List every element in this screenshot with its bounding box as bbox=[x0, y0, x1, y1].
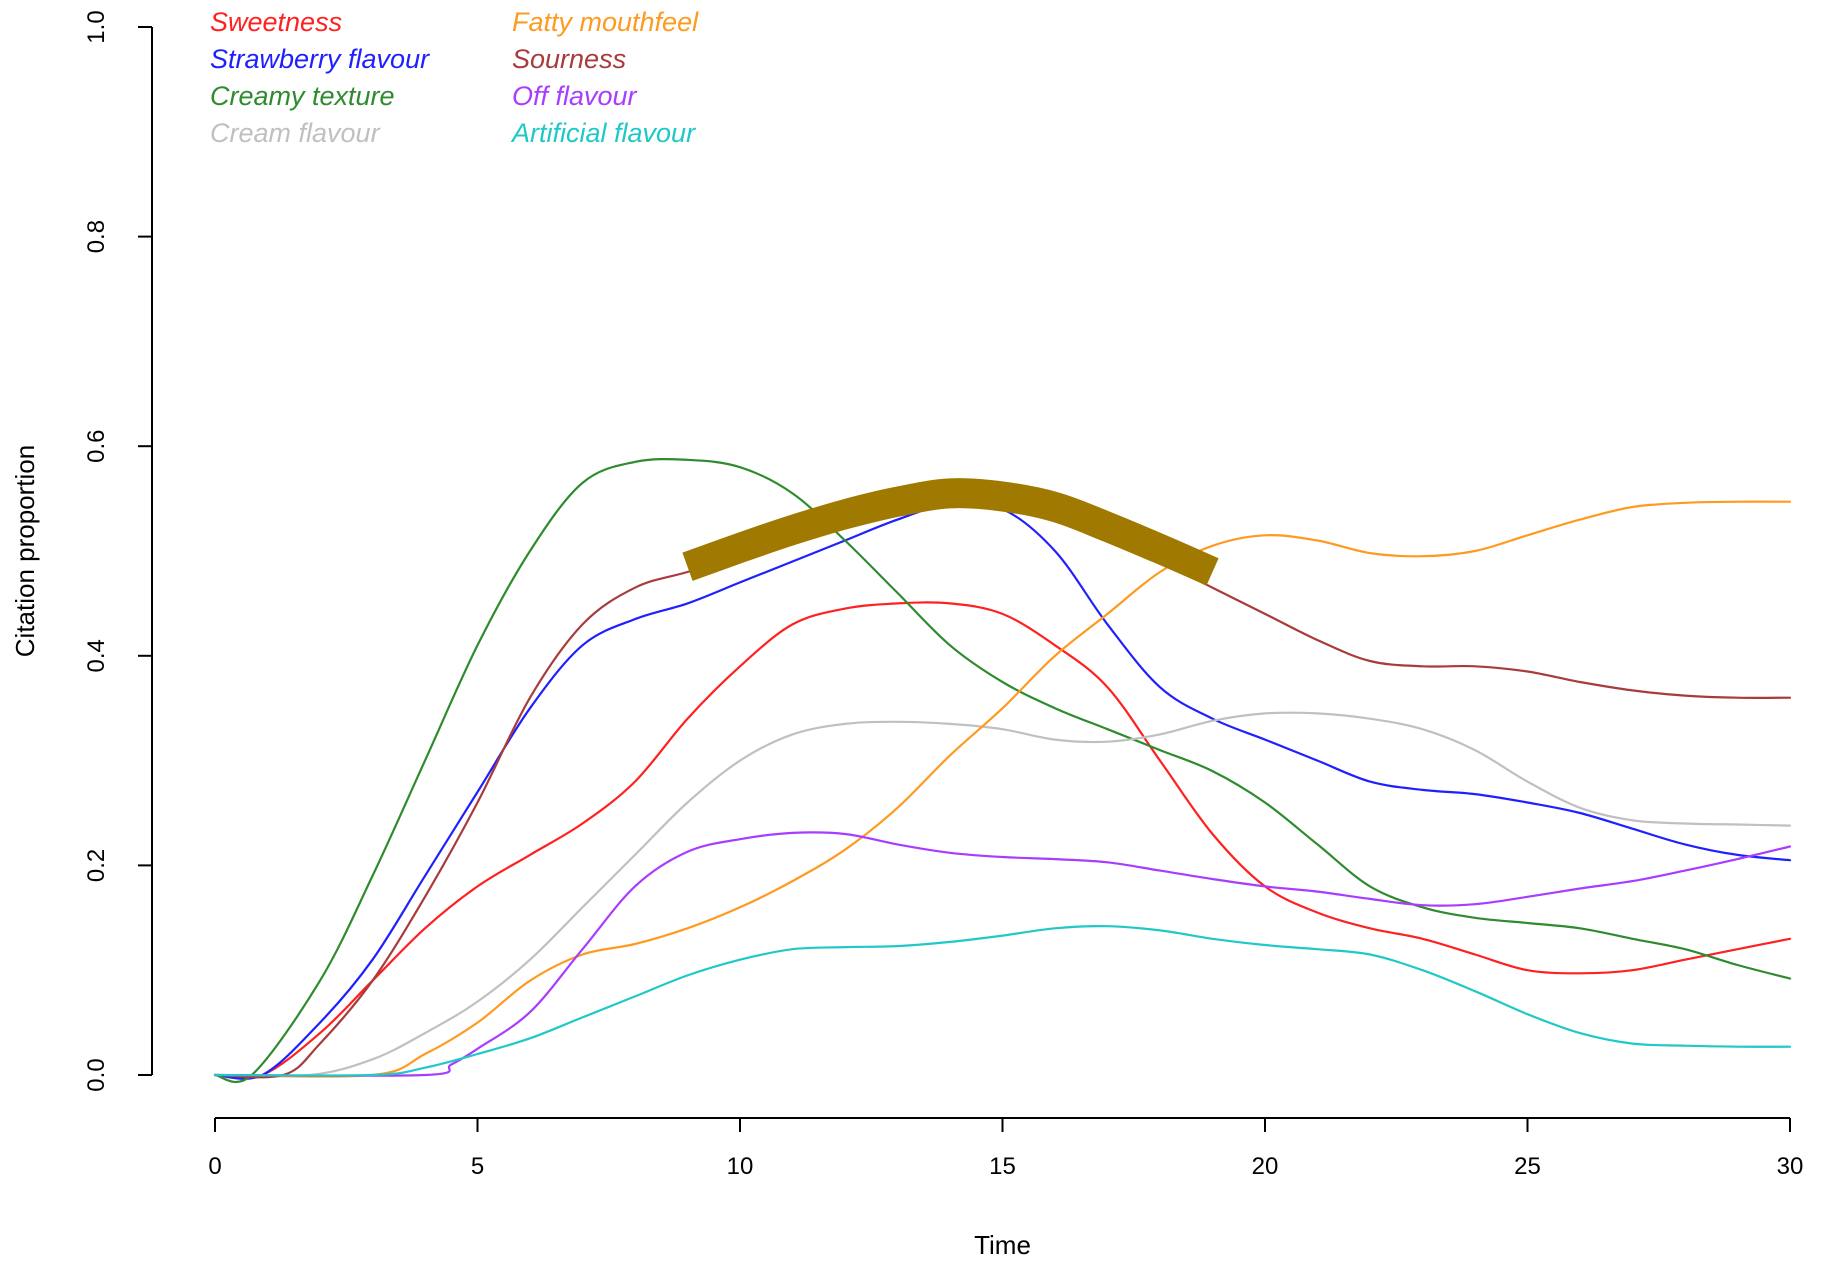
highlight-layer bbox=[682, 478, 1219, 586]
y-tick-label: 1.0 bbox=[83, 10, 110, 43]
x-axis-title: Time bbox=[974, 1230, 1031, 1260]
series-line-sweetness bbox=[213, 601, 1792, 1080]
legend: Sweetness Strawberry flavour Creamy textur… bbox=[210, 7, 699, 148]
legend-entry: Sourness bbox=[512, 44, 626, 74]
legend-entry: Cream flavour bbox=[210, 118, 381, 148]
x-tick-label: 20 bbox=[1252, 1153, 1279, 1180]
series-line-artificial-flavour bbox=[213, 925, 1792, 1077]
legend-entry: Off flavour bbox=[512, 81, 638, 111]
y-tick-label: 0.0 bbox=[83, 1058, 110, 1091]
x-tick-label: 25 bbox=[1514, 1153, 1541, 1180]
x-axis-ticks: 0 5 10 15 20 25 30 bbox=[208, 1118, 1803, 1180]
y-axis: 0.0 0.2 0.4 0.6 0.8 1.0 Citation proportion bbox=[10, 10, 153, 1092]
x-tick-label: 15 bbox=[989, 1153, 1016, 1180]
series-layer bbox=[213, 458, 1792, 1083]
legend-entry: Fatty mouthfeel bbox=[512, 7, 699, 37]
x-tick-label: 30 bbox=[1777, 1153, 1804, 1180]
series-line-strawberry-flavour bbox=[213, 501, 1792, 1080]
series-line-off-flavour bbox=[213, 831, 1792, 1077]
x-tick-label: 5 bbox=[471, 1153, 484, 1180]
series-line-creamy-texture bbox=[213, 458, 1792, 1083]
y-axis-title: Citation proportion bbox=[10, 445, 40, 657]
y-axis-ticks: 0.0 0.2 0.4 0.6 0.8 1.0 bbox=[83, 10, 152, 1092]
series-line-cream-flavour bbox=[213, 711, 1792, 1078]
y-tick-label: 0.8 bbox=[83, 220, 110, 253]
y-tick-label: 0.4 bbox=[83, 639, 110, 672]
x-axis: 0 5 10 15 20 25 30 Time bbox=[208, 1117, 1803, 1260]
series-line-fatty-mouthfeel bbox=[213, 500, 1792, 1078]
y-tick-label: 0.2 bbox=[83, 849, 110, 882]
legend-entry: Sweetness bbox=[210, 7, 342, 37]
x-tick-label: 0 bbox=[208, 1153, 221, 1180]
legend-entry: Strawberry flavour bbox=[210, 44, 430, 74]
series-line-sourness bbox=[213, 498, 1792, 1079]
legend-entry: Artificial flavour bbox=[510, 118, 696, 148]
highlight-band bbox=[682, 478, 1219, 586]
x-tick-label: 10 bbox=[727, 1153, 754, 1180]
legend-entry: Creamy texture bbox=[210, 81, 395, 111]
y-tick-label: 0.6 bbox=[83, 430, 110, 463]
